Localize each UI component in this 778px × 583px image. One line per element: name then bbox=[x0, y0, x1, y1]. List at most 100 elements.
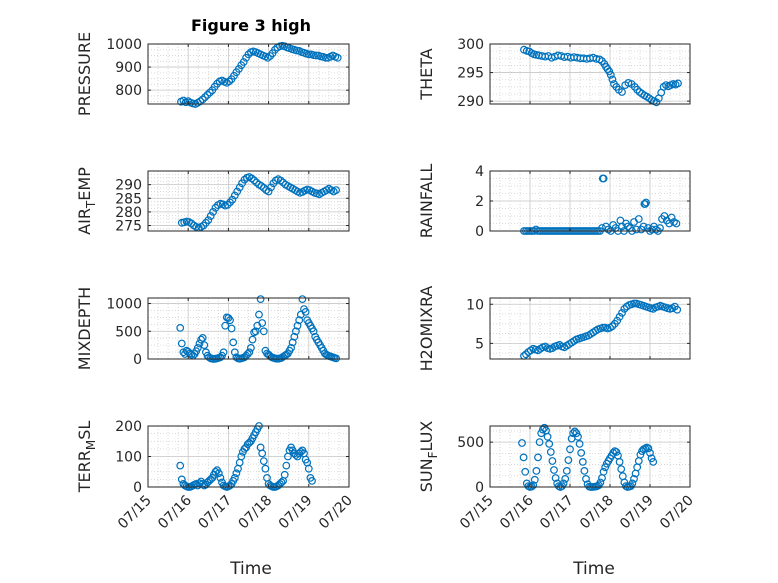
x-tick-label: 07/18 bbox=[577, 493, 617, 533]
data-point bbox=[578, 458, 587, 466]
data-point bbox=[644, 444, 653, 453]
data-point bbox=[195, 339, 204, 348]
axes-box bbox=[147, 43, 350, 105]
y-tick-label: 275 bbox=[115, 219, 142, 235]
data-point bbox=[599, 174, 608, 183]
data-point bbox=[606, 70, 615, 79]
data-point bbox=[193, 344, 202, 352]
data-point bbox=[201, 93, 210, 101]
axes-sun-lux: 0 500 SUNFLUX 07/15 07/16 07/17 07/18 07/19 07/2… bbox=[417, 421, 697, 533]
data-point bbox=[582, 475, 590, 483]
axes-box bbox=[147, 297, 350, 360]
data-point bbox=[239, 58, 248, 66]
y-tick-label: 295 bbox=[457, 66, 484, 82]
data-point bbox=[288, 338, 297, 347]
data-point bbox=[551, 474, 560, 482]
data-point bbox=[226, 316, 234, 325]
data-point bbox=[227, 324, 236, 333]
data-point bbox=[615, 458, 624, 466]
y-axis-label: MIXDEPTH bbox=[75, 287, 94, 370]
y-axis-label: PRESSURE bbox=[75, 32, 94, 116]
data-point bbox=[264, 187, 273, 196]
y-axis-label: TERRMSL bbox=[75, 421, 98, 494]
data-point bbox=[617, 465, 626, 474]
data-point bbox=[280, 470, 289, 479]
data-point bbox=[649, 458, 658, 466]
data-point bbox=[612, 448, 621, 456]
y-tick-label: 800 bbox=[115, 83, 142, 99]
x-axis-label-left: Time bbox=[229, 559, 272, 579]
y-tick-label: 0 bbox=[133, 480, 142, 496]
data-point bbox=[177, 475, 186, 484]
data-point bbox=[674, 79, 682, 88]
data-point bbox=[267, 183, 275, 192]
data-point bbox=[214, 469, 223, 478]
data-point bbox=[250, 328, 259, 337]
data-point bbox=[216, 474, 225, 482]
y-tick-label: 500 bbox=[457, 435, 484, 451]
data-point bbox=[575, 440, 584, 448]
data-point bbox=[574, 432, 582, 441]
y-tick-label: 100 bbox=[115, 450, 142, 466]
y-axis-label: H2OMIXRA bbox=[417, 286, 436, 372]
data-point bbox=[562, 467, 571, 475]
data-point bbox=[620, 305, 629, 313]
data-point bbox=[564, 456, 573, 465]
data-point bbox=[235, 183, 244, 192]
y-axis-label: RAINFALL bbox=[417, 164, 436, 239]
data-point bbox=[176, 324, 185, 332]
data-point bbox=[237, 452, 246, 461]
data-point bbox=[548, 457, 557, 465]
data-point bbox=[224, 314, 233, 322]
data-point bbox=[667, 213, 676, 222]
data-point bbox=[572, 429, 581, 438]
data-point bbox=[613, 316, 622, 325]
axes-terr-sl: 0 100 200 TERRMSL 07/15 07/16 07/17 07/18 07/19 0… bbox=[75, 419, 356, 532]
y-tick-label: 4 bbox=[475, 164, 484, 180]
data-point bbox=[247, 174, 256, 183]
data-point bbox=[647, 454, 656, 463]
data-point bbox=[633, 85, 642, 94]
data-point bbox=[230, 474, 239, 482]
y-tick-label: 290 bbox=[115, 178, 142, 194]
data-point bbox=[618, 88, 626, 96]
data-point bbox=[256, 295, 265, 304]
data-point bbox=[206, 212, 215, 220]
x-tick-label: 07/16 bbox=[155, 492, 195, 532]
data-point bbox=[632, 225, 641, 234]
data-point bbox=[209, 207, 218, 216]
data-point bbox=[608, 75, 617, 84]
data-point bbox=[646, 449, 654, 457]
y-tick-label: 0 bbox=[475, 224, 484, 240]
data-point bbox=[577, 449, 586, 457]
data-point bbox=[228, 195, 237, 204]
data-point bbox=[561, 475, 570, 483]
data-point bbox=[332, 186, 341, 195]
data-point bbox=[292, 327, 300, 336]
x-tick-label: 07/19 bbox=[617, 493, 657, 533]
figure-title: Figure 3 high bbox=[191, 16, 311, 35]
x-tick-label: 07/16 bbox=[497, 492, 537, 532]
data-point bbox=[203, 90, 212, 99]
x-tick-label: 07/15 bbox=[457, 493, 497, 533]
data-point bbox=[295, 316, 304, 325]
data-point bbox=[258, 319, 267, 327]
y-tick-label: 1000 bbox=[106, 297, 142, 313]
data-point bbox=[200, 341, 209, 350]
y-tick-label: 500 bbox=[115, 324, 142, 340]
data-point bbox=[608, 322, 617, 331]
y-tick-label: 290 bbox=[457, 94, 484, 110]
data-point bbox=[642, 198, 650, 207]
data-point bbox=[672, 219, 681, 228]
data-point bbox=[225, 77, 234, 86]
data-point bbox=[530, 475, 539, 484]
data-point bbox=[519, 453, 528, 462]
data-point bbox=[312, 51, 320, 60]
axes-box bbox=[147, 170, 350, 232]
y-tick-label: 900 bbox=[115, 60, 142, 76]
data-point bbox=[580, 467, 589, 475]
data-point bbox=[304, 464, 313, 473]
axes-h2omixra: 5 10 H2OMIXRA bbox=[417, 286, 691, 372]
